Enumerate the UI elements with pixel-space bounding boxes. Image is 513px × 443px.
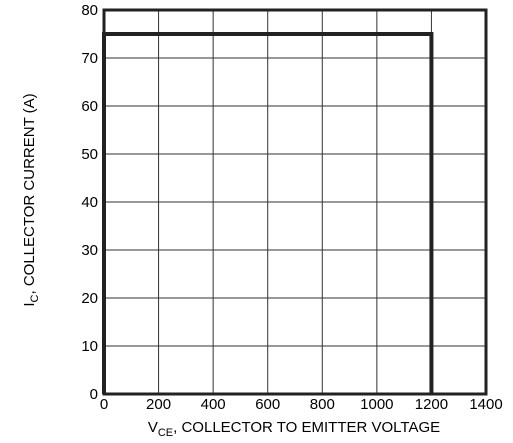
x-tick-labels: 0 200 400 600 800 1000 1200 1400: [100, 396, 503, 413]
y-tick-label: 70: [81, 50, 98, 67]
y-tick-label: 80: [81, 2, 98, 19]
y-axis-label: IC, COLLECTOR CURRENT (A): [21, 93, 41, 306]
y-axis-label-sub: C: [29, 294, 41, 302]
x-axis-label-main: V: [148, 419, 158, 436]
x-tick-label: 1000: [360, 396, 393, 413]
y-tick-label: 60: [81, 98, 98, 115]
y-axis-label-main: I: [21, 302, 38, 306]
x-tick-label: 400: [201, 396, 226, 413]
y-tick-labels: 0 10 20 30 40 50 60 70 80: [81, 2, 98, 403]
y-tick-label: 10: [81, 338, 98, 355]
x-tick-label: 1400: [469, 396, 502, 413]
grid: [103, 9, 487, 395]
x-tick-label: 800: [310, 396, 335, 413]
y-tick-label: 50: [81, 146, 98, 163]
x-tick-label: 600: [255, 396, 280, 413]
y-tick-label: 40: [81, 194, 98, 211]
x-tick-label: 0: [100, 396, 108, 413]
x-axis-label-rest: , COLLECTOR TO EMITTER VOLTAGE: [173, 419, 440, 436]
x-tick-label: 1200: [415, 396, 448, 413]
x-tick-label: 200: [146, 396, 171, 413]
y-tick-label: 20: [81, 290, 98, 307]
x-axis-label: VCE, COLLECTOR TO EMITTER VOLTAGE: [148, 419, 440, 439]
x-axis-label-sub: CE: [158, 427, 173, 439]
y-tick-label: 0: [90, 386, 98, 403]
plot-border: [102, 8, 488, 396]
y-tick-label: 30: [81, 242, 98, 259]
y-axis-label-rest: , COLLECTOR CURRENT (A): [21, 93, 38, 294]
